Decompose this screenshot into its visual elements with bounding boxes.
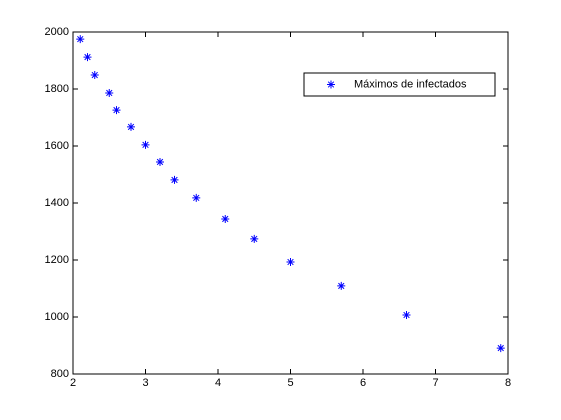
y-tick-label: 800 — [51, 368, 69, 380]
data-point — [76, 35, 85, 44]
data-point — [90, 71, 99, 80]
legend-marker — [327, 80, 335, 89]
data-point — [127, 122, 135, 131]
data-point — [337, 281, 346, 290]
x-tick-label: 6 — [360, 377, 366, 389]
data-point — [402, 311, 411, 320]
y-tick-label: 1200 — [45, 254, 69, 266]
y-tick-label: 2000 — [45, 26, 69, 38]
data-point — [221, 214, 230, 223]
y-tick-label: 1000 — [45, 311, 69, 323]
x-tick-label: 2 — [70, 377, 76, 389]
y-tick-label: 1600 — [45, 140, 69, 152]
legend — [303, 72, 496, 97]
y-tick-label: 1400 — [45, 197, 69, 209]
x-tick-label: 3 — [142, 377, 148, 389]
x-tick-label: 5 — [287, 377, 293, 389]
y-tick-label: 1800 — [45, 83, 69, 95]
data-point — [496, 344, 505, 353]
data-point — [83, 53, 92, 62]
x-tick-label: 4 — [215, 377, 221, 389]
x-tick-label: 8 — [505, 377, 511, 389]
data-point — [192, 193, 201, 202]
data-point — [112, 106, 121, 115]
data-point — [141, 140, 150, 149]
data-point — [250, 234, 259, 243]
legend-label: Máximos de infectados — [354, 78, 467, 90]
data-point — [105, 88, 114, 97]
x-tick-label: 7 — [432, 377, 438, 389]
data-point — [156, 157, 164, 166]
data-point — [286, 257, 295, 266]
data-point — [170, 175, 179, 184]
